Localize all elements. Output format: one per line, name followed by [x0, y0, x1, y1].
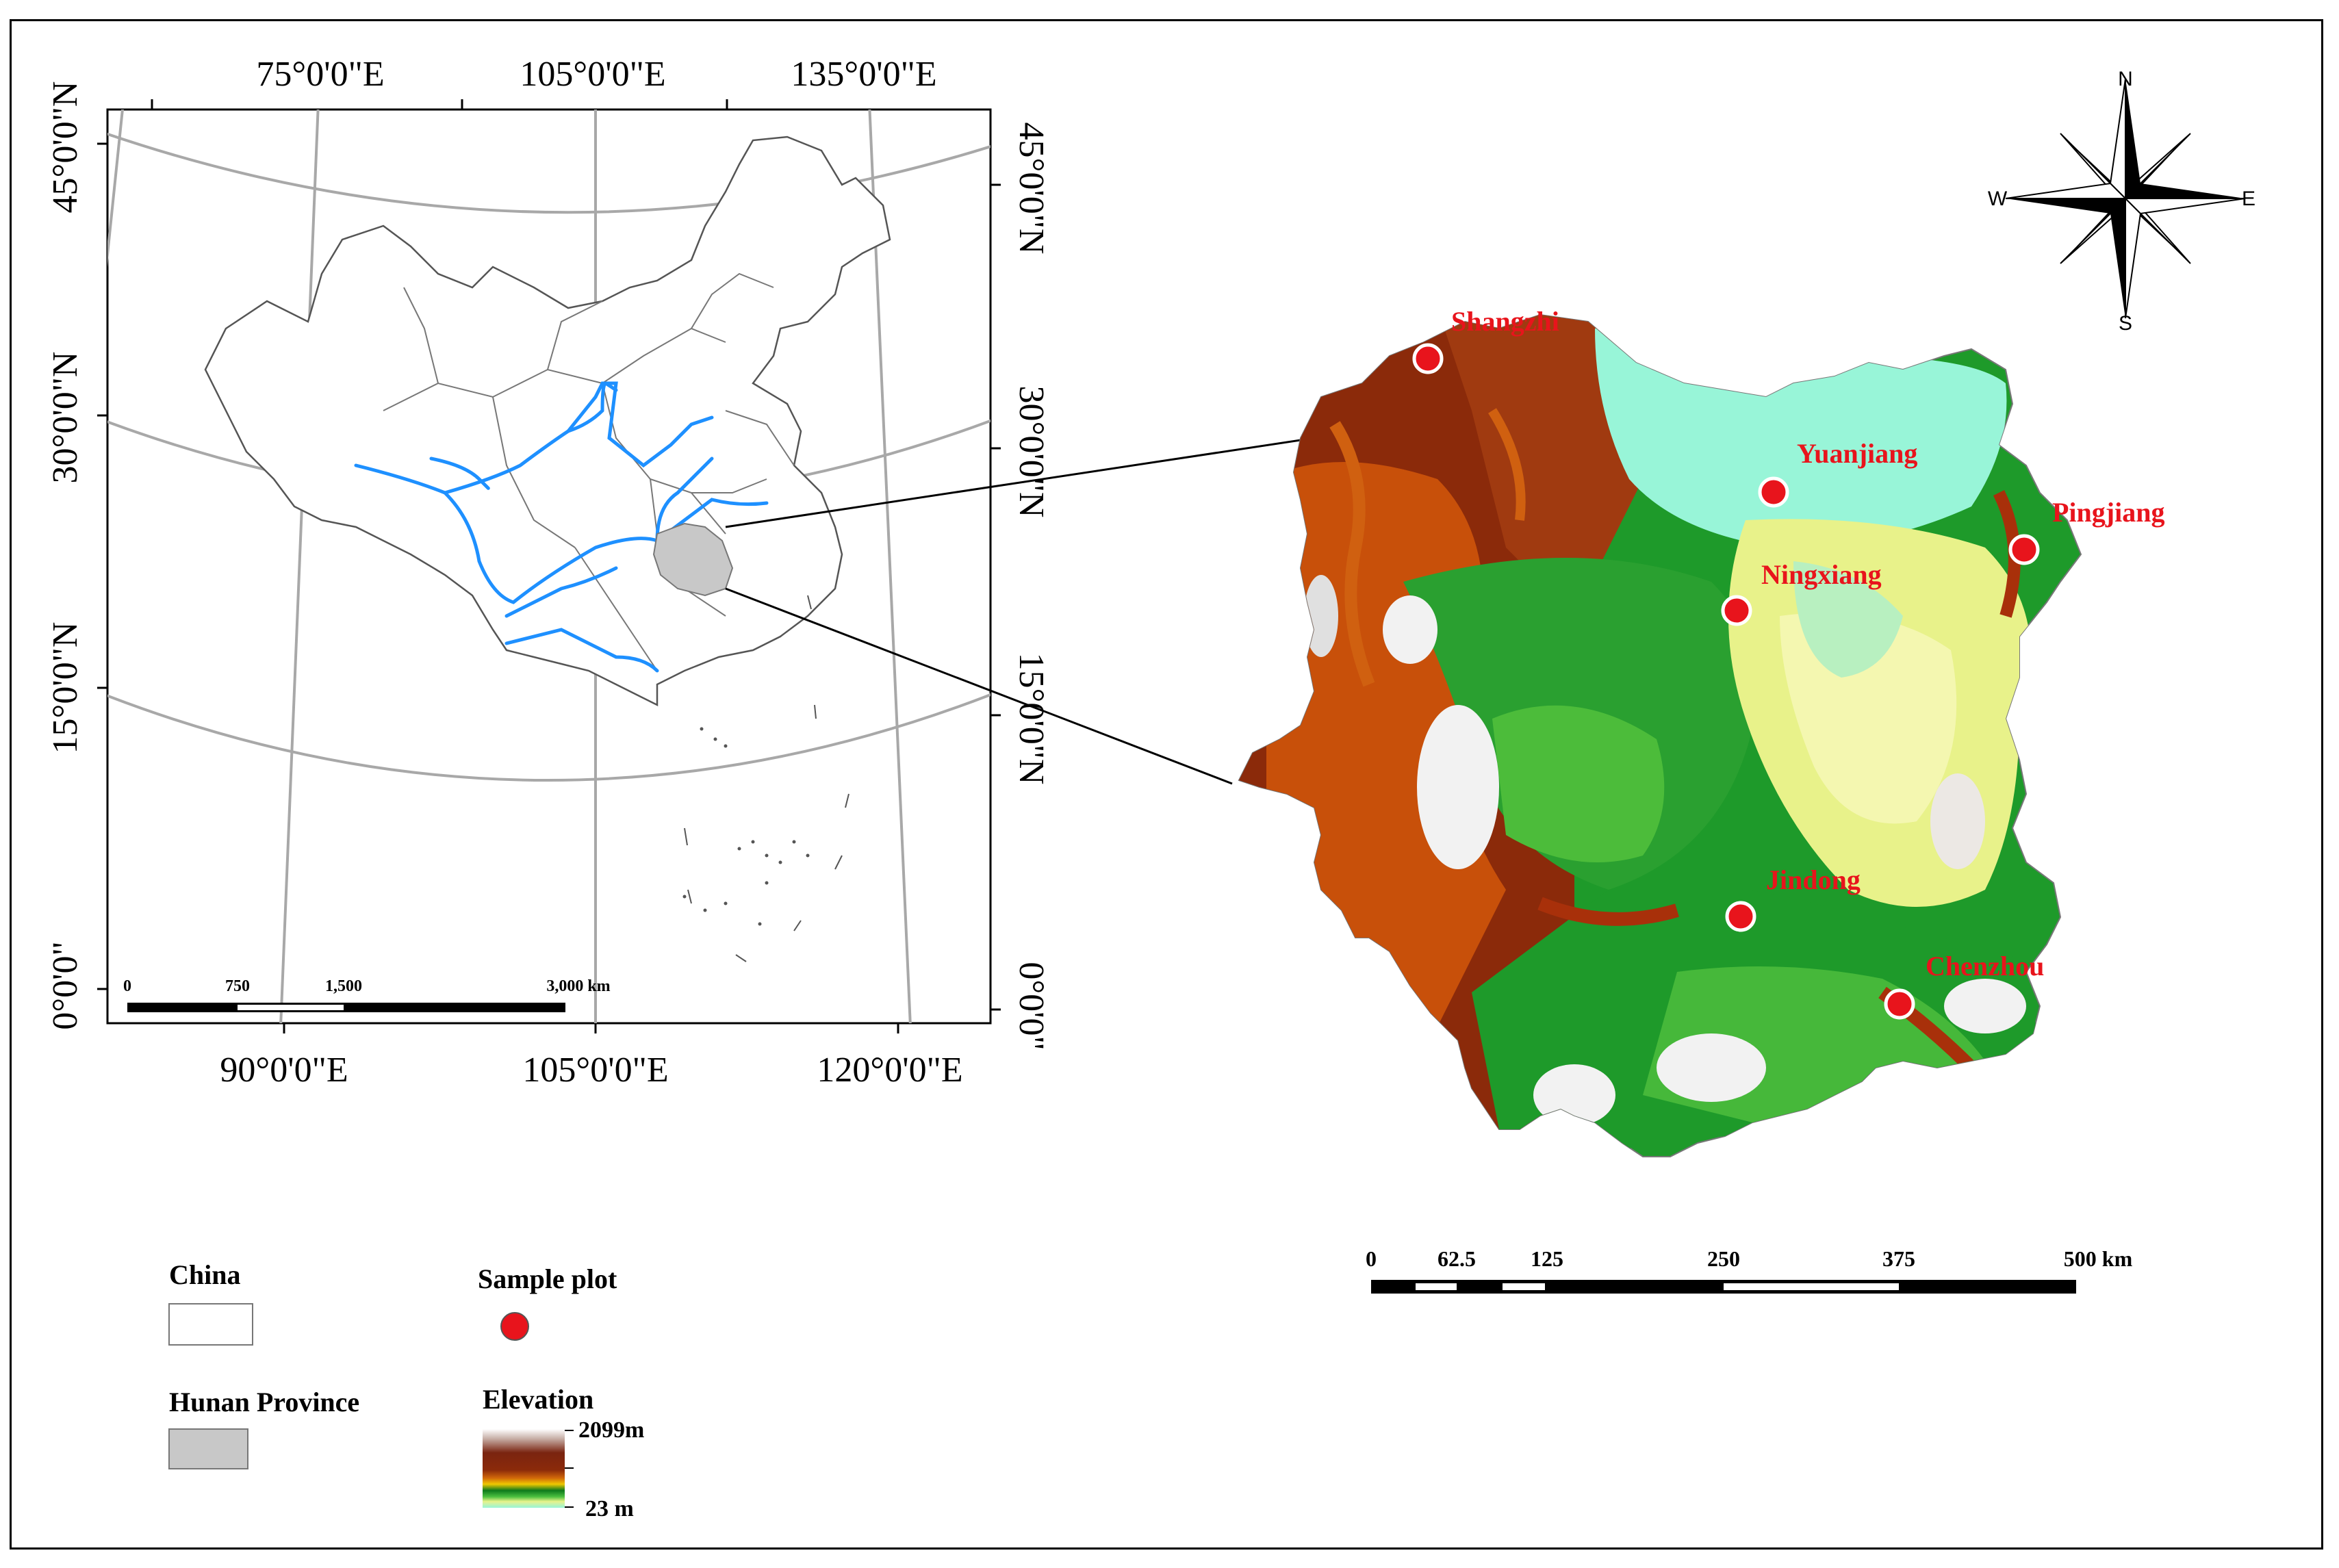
main-scale-bar: 0 62.5 125 250 375 500 km [1366, 1246, 2133, 1294]
main-scale-label: 500 km [2064, 1246, 2133, 1271]
sample-plot-marker[interactable] [1758, 476, 1789, 508]
inset-scale-label: 0 [123, 977, 131, 995]
main-scale-label: 250 [1707, 1246, 1740, 1271]
inset-ticks [97, 99, 1001, 1033]
sample-site-label: Pingjiang [2052, 497, 2164, 528]
zoom-connector-line [725, 437, 1315, 528]
legend: China Hunan Province Sample plot Elevati… [168, 1259, 644, 1521]
zoom-connector-line [725, 587, 1233, 785]
graticule-line [107, 132, 990, 214]
compass-south-label: S [2119, 312, 2132, 335]
main-scale-label: 375 [1882, 1246, 1915, 1271]
top-longitude-label: 75°0'0"E [256, 55, 384, 94]
inset-scale-label: 1,500 [325, 977, 362, 995]
main-scale-label: 62.5 [1437, 1246, 1476, 1271]
legend-sample-marker [500, 1312, 529, 1341]
south-china-sea-islands [682, 727, 810, 926]
rivers [354, 381, 769, 673]
compass-north-label: N [2118, 68, 2133, 90]
compass-east-label: E [2242, 188, 2255, 210]
graticule-line [868, 110, 912, 1023]
inset-map: 75°0'0"E 105°0'0"E 135°0'0"E 90°0'0"E 10… [46, 55, 1051, 1090]
sample-sites: Shangzhi Yuanjiang Pingjiang Ningxiang J… [1412, 306, 2164, 1020]
province-boundaries [383, 272, 795, 671]
compass-west-label: W [1988, 188, 2008, 210]
main-scale-label: 125 [1531, 1246, 1563, 1271]
sample-site-label: Ningxiang [1761, 559, 1882, 590]
elevation-zones [1239, 315, 2054, 1157]
sample-site-label: Jindong [1766, 864, 1861, 895]
right-latitude-label: 15°0'0"N [1012, 653, 1051, 785]
sample-site-label: Yuanjiang [1797, 438, 1917, 469]
bottom-longitude-label: 105°0'0"E [522, 1051, 668, 1090]
legend-elevation-ramp [483, 1429, 565, 1508]
top-longitude-label: 105°0'0"E [520, 55, 665, 94]
sample-plot-marker[interactable] [2008, 534, 2040, 565]
north-arrow-icon [2005, 78, 2246, 319]
right-latitude-label: 30°0'0"N [1012, 386, 1051, 518]
sample-site-label: Chenzhou [1926, 951, 2044, 981]
inset-scale-label: 750 [225, 977, 250, 995]
sample-plot-marker[interactable] [1721, 595, 1752, 626]
bottom-longitude-label: 90°0'0"E [220, 1051, 348, 1090]
sample-site-label: Shangzhi [1451, 306, 1559, 337]
legend-elevation-min: 23 m [585, 1496, 634, 1521]
graticule-line [107, 693, 990, 782]
left-latitude-label: 15°0'0"N [46, 622, 85, 754]
legend-hunan-swatch [168, 1428, 248, 1469]
sample-plot-marker[interactable] [1884, 988, 1915, 1020]
right-latitude-label: 0°0'0" [1012, 962, 1051, 1050]
sample-plot-marker[interactable] [1412, 343, 1444, 374]
graticule-line [279, 110, 320, 1023]
main-scale-label: 0 [1366, 1246, 1377, 1271]
sample-plot-marker[interactable] [1725, 901, 1756, 932]
map-frame [10, 19, 2323, 1550]
top-longitude-label: 135°0'0"E [791, 55, 936, 94]
nine-dash-line [684, 595, 849, 962]
legend-sample-label: Sample plot [478, 1263, 617, 1294]
legend-elevation-label: Elevation [483, 1384, 593, 1415]
left-latitude-label: 0°0'0" [46, 941, 85, 1029]
inset-scale-label: 3,000 km [546, 977, 610, 995]
legend-china-label: China [169, 1259, 241, 1290]
legend-china-swatch [168, 1303, 253, 1346]
bottom-longitude-label: 120°0'0"E [817, 1051, 962, 1090]
left-latitude-label: 30°0'0"N [46, 352, 85, 484]
left-latitude-label: 45°0'0"N [46, 81, 85, 214]
legend-hunan-label: Hunan Province [169, 1387, 359, 1417]
right-latitude-label: 45°0'0"N [1012, 123, 1051, 255]
legend-elevation-max: 2099m [578, 1417, 644, 1443]
hunan-elevation-map: Shangzhi Yuanjiang Pingjiang Ningxiang J… [1238, 306, 2164, 1157]
inset-scale-bar: 0 750 1,500 3,000 km [123, 977, 611, 1012]
